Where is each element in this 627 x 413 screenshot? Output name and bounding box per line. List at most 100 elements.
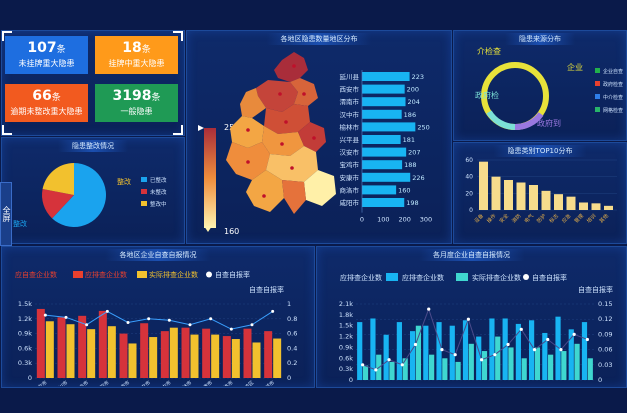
type-bar[interactable] <box>579 202 588 211</box>
type-bar[interactable] <box>541 190 551 210</box>
cyan-bar[interactable] <box>429 354 435 380</box>
rate-point[interactable] <box>209 317 213 321</box>
region-bar[interactable] <box>362 84 405 94</box>
rate-point[interactable] <box>506 342 510 347</box>
red-bar[interactable] <box>36 308 45 378</box>
legend-label[interactable]: 网格检查 <box>603 107 623 114</box>
region-bar[interactable] <box>362 72 410 81</box>
region-bar[interactable] <box>362 172 411 182</box>
rate-point[interactable] <box>559 348 563 352</box>
rate-point[interactable] <box>188 323 192 327</box>
region-bar[interactable] <box>362 185 397 195</box>
rate-point[interactable] <box>466 317 470 321</box>
fullscreen-tab[interactable]: 全屏 <box>0 182 12 246</box>
rate-point[interactable] <box>147 317 151 321</box>
legend-label[interactable]: 政府检查 <box>603 81 623 88</box>
rate-point[interactable] <box>85 323 89 327</box>
rate-point[interactable] <box>361 363 365 367</box>
rate-point[interactable] <box>374 368 378 372</box>
rate-point[interactable] <box>105 309 109 313</box>
blue-bar[interactable] <box>502 318 508 380</box>
rate-point[interactable] <box>64 315 68 319</box>
rate-point[interactable] <box>229 327 233 331</box>
rate-point[interactable] <box>440 348 444 352</box>
pie-slice[interactable] <box>42 189 74 219</box>
ring-segment[interactable] <box>486 110 516 130</box>
red-bar[interactable] <box>181 327 190 378</box>
type-bar[interactable] <box>479 161 488 210</box>
type-bar[interactable] <box>554 194 563 210</box>
type-bar[interactable] <box>591 203 601 210</box>
cyan-bar[interactable] <box>389 361 395 380</box>
blue-bar[interactable] <box>581 322 588 380</box>
kpi-card-overdue[interactable]: 66条 逾期未整改重大隐患 <box>5 84 88 122</box>
blue-bar[interactable] <box>542 332 548 380</box>
cyan-bar[interactable] <box>442 358 448 380</box>
rate-line[interactable] <box>362 307 588 371</box>
legend-label[interactable]: 应自查企业数 <box>15 270 57 279</box>
cyan-bar[interactable] <box>534 347 540 380</box>
cyan-bar[interactable] <box>508 347 514 380</box>
yellow-bar[interactable] <box>87 329 96 378</box>
rate-point[interactable] <box>572 332 576 336</box>
region-bar[interactable] <box>362 160 403 170</box>
kpi-card-general[interactable]: 3198条 一般隐患 <box>95 84 178 122</box>
region-bar[interactable] <box>362 122 416 132</box>
blue-bar[interactable] <box>396 322 402 380</box>
blue-bar[interactable] <box>449 325 455 380</box>
type-bar[interactable] <box>529 185 538 210</box>
blue-bar[interactable] <box>410 331 416 380</box>
type-bar[interactable] <box>516 182 526 211</box>
blue-bar[interactable] <box>529 320 535 380</box>
rate-point[interactable] <box>585 337 589 342</box>
cyan-bar[interactable] <box>574 343 580 380</box>
yellow-bar[interactable] <box>211 334 220 378</box>
legend-label[interactable]: 应排查企业数 <box>402 273 444 282</box>
red-bar[interactable] <box>140 323 149 378</box>
region-bar[interactable] <box>362 97 406 107</box>
province-map[interactable] <box>226 52 336 214</box>
blue-bar[interactable] <box>436 322 442 380</box>
pie-slice[interactable] <box>52 163 107 227</box>
blue-bar[interactable] <box>357 322 363 380</box>
red-bar[interactable] <box>243 328 252 378</box>
rate-point[interactable] <box>519 327 523 331</box>
rate-point[interactable] <box>493 353 497 357</box>
blue-bar[interactable] <box>515 323 521 380</box>
rate-line[interactable] <box>45 310 273 330</box>
cyan-bar[interactable] <box>521 358 527 380</box>
blue-bar[interactable] <box>489 318 495 380</box>
cyan-bar[interactable] <box>495 336 501 380</box>
rate-point[interactable] <box>546 337 550 342</box>
red-bar[interactable] <box>160 331 169 378</box>
legend-label[interactable]: 自查自报率 <box>215 270 250 279</box>
rate-point[interactable] <box>43 313 47 317</box>
yellow-bar[interactable] <box>169 327 178 378</box>
rate-point[interactable] <box>453 353 457 357</box>
red-bar[interactable] <box>202 328 211 378</box>
region-bar[interactable] <box>362 135 401 144</box>
rate-point[interactable] <box>387 358 391 362</box>
yellow-bar[interactable] <box>231 339 240 378</box>
yellow-bar[interactable] <box>149 337 158 378</box>
pie-slice[interactable] <box>42 163 74 195</box>
legend-label[interactable]: 实际排查企业数 <box>472 273 521 282</box>
red-bar[interactable] <box>264 331 273 378</box>
rate-point[interactable] <box>250 323 254 327</box>
cyan-bar[interactable] <box>561 351 567 380</box>
type-bar[interactable] <box>604 205 613 210</box>
legend-label[interactable]: 中介检查 <box>603 94 623 101</box>
yellow-bar[interactable] <box>45 321 54 378</box>
blue-bar[interactable] <box>555 316 561 380</box>
yellow-bar[interactable] <box>252 342 261 378</box>
type-bar[interactable] <box>491 176 501 210</box>
blue-bar[interactable] <box>383 334 389 380</box>
yellow-bar[interactable] <box>128 343 137 378</box>
rate-point[interactable] <box>400 363 404 367</box>
cyan-bar[interactable] <box>468 343 474 380</box>
red-bar[interactable] <box>78 315 87 378</box>
legend-label[interactable]: 已整改 <box>150 176 167 184</box>
rate-point[interactable] <box>167 318 171 322</box>
cyan-bar[interactable] <box>415 325 421 380</box>
legend-label[interactable]: 自查自报率 <box>532 273 567 282</box>
